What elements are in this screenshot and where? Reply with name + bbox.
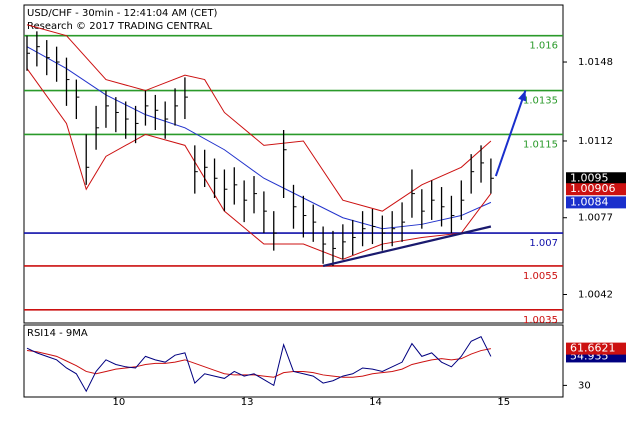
overlay-line [26,24,492,212]
x-tick-label: 14 [369,397,382,408]
x-tick-label: 15 [497,397,510,408]
price-tag-label: 1.0095 [570,171,609,184]
rsi-line [26,335,492,393]
price-panel [23,4,564,324]
price-tag [566,183,626,196]
price-tag-label: 1.00906 [570,182,616,195]
y-tick-label: 1.0148 [578,57,613,68]
y-tick-label: 1.0042 [578,289,613,300]
arrow-head [518,90,527,102]
chart-title: USD/CHF - 30min - 12:41:04 AM (CET) [27,8,218,19]
overlay-line [26,68,492,260]
level-label: 1.016 [529,41,558,52]
price-tag [566,172,626,185]
rsi-tag-label: 61.6621 [570,342,616,355]
chart-subtitle: Research © 2017 TRADING CENTRAL [27,21,213,32]
rsi-tick-label: 30 [578,380,591,391]
rsi-tag [566,342,626,355]
price-tag [566,196,626,209]
y-tick-label: 1.0112 [578,136,613,147]
level-label: 1.007 [529,238,558,249]
price-tag-label: 1.0084 [570,195,609,208]
level-label: 1.0035 [523,315,558,326]
rsi-panel [23,324,564,398]
x-tick-label: 13 [241,397,254,408]
rsi-line [26,348,492,378]
level-label: 1.0115 [523,139,558,150]
y-tick-label: 1.0077 [578,213,613,224]
x-tick-label: 10 [112,397,125,408]
arrow [494,90,527,177]
level-label: 1.0135 [523,96,558,107]
trendline [322,225,492,268]
rsi-title: RSI14 - 9MA [27,328,88,339]
level-label: 1.0055 [523,271,558,282]
